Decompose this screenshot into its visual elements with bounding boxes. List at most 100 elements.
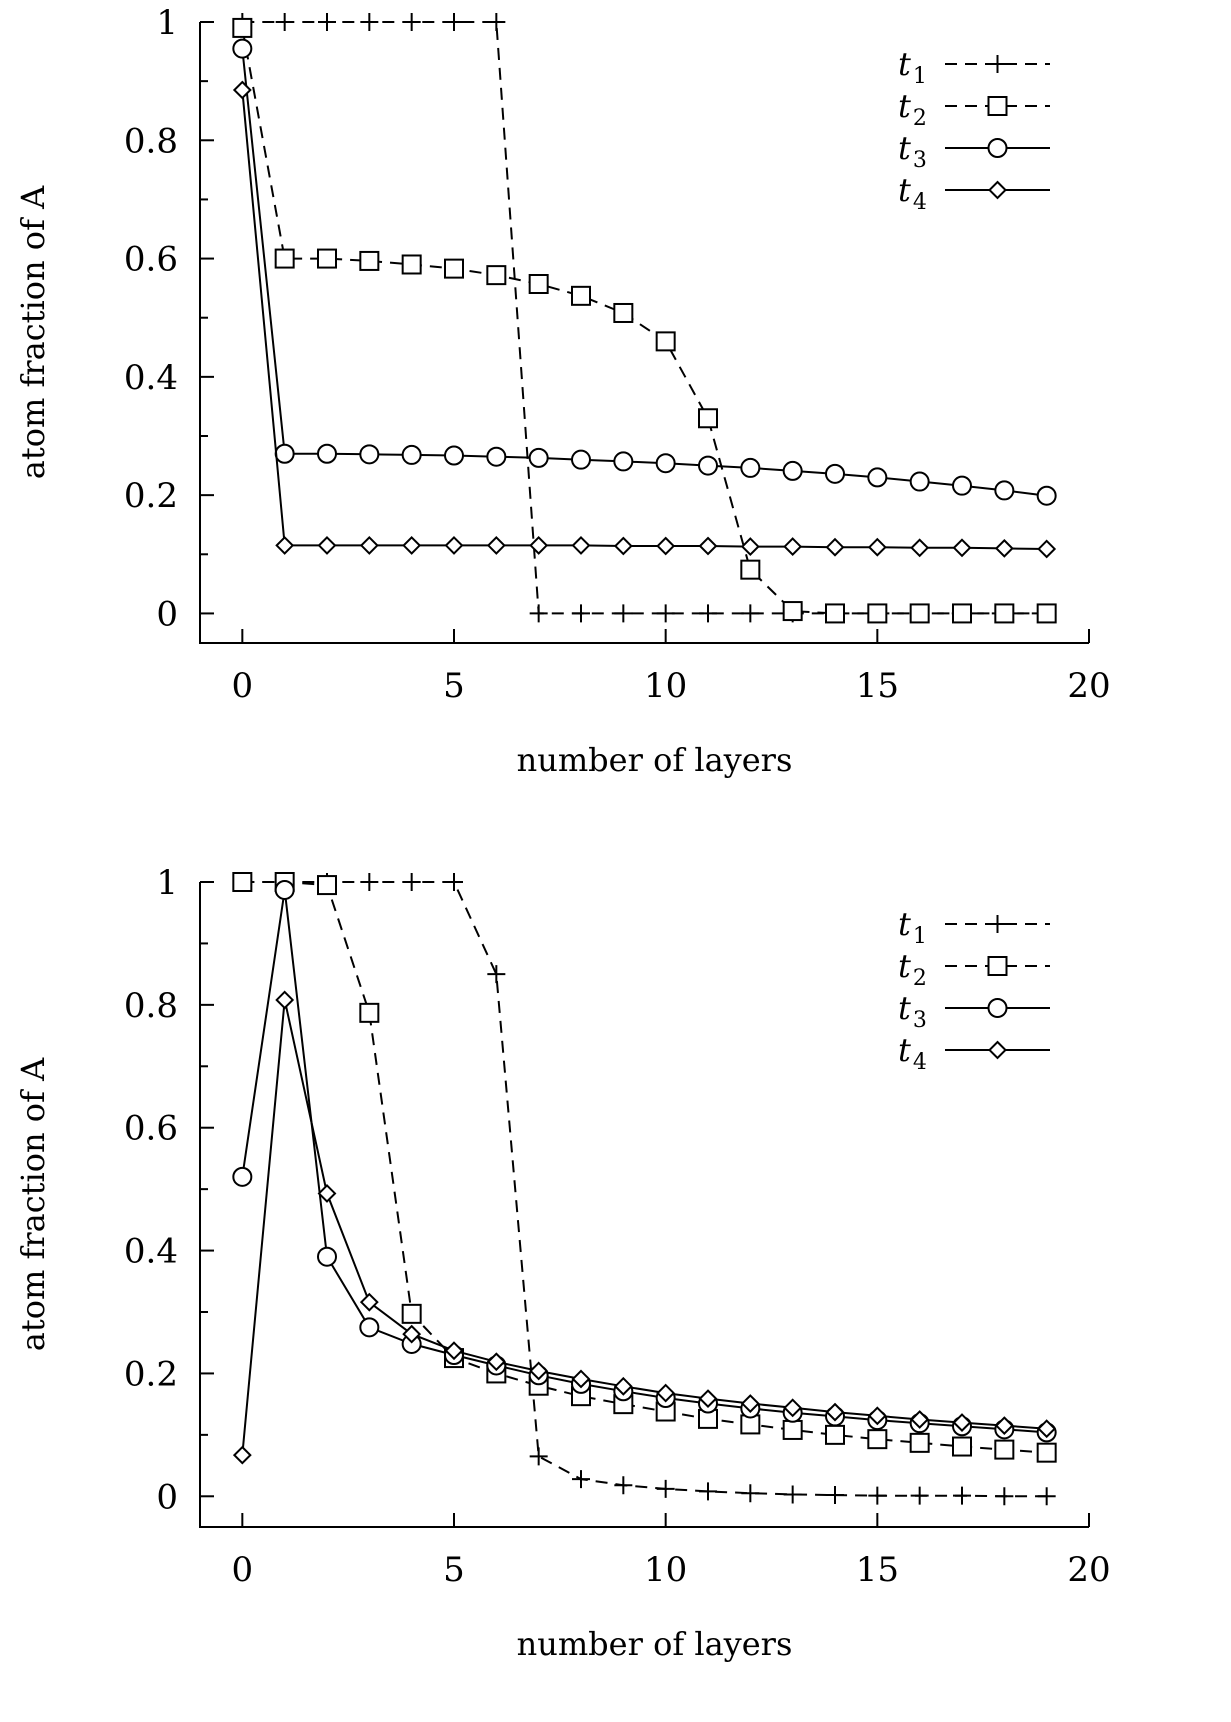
series-t3-point [486, 446, 507, 467]
series-t4-point [317, 1184, 337, 1203]
series-t4-point [359, 1292, 379, 1312]
series-t2-point [1036, 603, 1057, 624]
series-t3-point [698, 455, 718, 476]
x-axis-label: number of layers [517, 1625, 793, 1663]
series-t4-point [402, 535, 422, 555]
series-t3 [232, 879, 1057, 1443]
series-t4-point [571, 535, 591, 555]
series-t4 [232, 80, 1057, 559]
series-t4-point [529, 535, 549, 555]
x-tick-label: 10 [644, 1550, 687, 1590]
series-t2 [232, 872, 1057, 1463]
series-t2-point [613, 302, 634, 323]
series-t1-point [953, 1486, 971, 1505]
series-t4-point [910, 538, 930, 558]
legend-entry-t1: t1 [898, 45, 1050, 89]
y-axis-label: atom fraction of A [14, 1057, 52, 1351]
series-t4-point [275, 535, 295, 555]
series-t1-point [445, 873, 463, 891]
x-tick-label: 10 [644, 666, 687, 706]
series-t2-point [359, 1002, 380, 1023]
series-t1-point [360, 873, 379, 891]
series-t2-point [401, 1303, 422, 1324]
x-tick-label: 0 [232, 1550, 254, 1590]
legend-marker [987, 138, 1008, 158]
series-t1-point [656, 1479, 675, 1498]
series-t4-point [359, 535, 379, 555]
series-t3-point [1036, 485, 1057, 506]
series-t2-point [740, 559, 761, 580]
legend-label: t3 [898, 989, 927, 1033]
series-t2-point [867, 1429, 888, 1450]
series-t3-point [867, 467, 888, 488]
legend-label: t2 [898, 947, 927, 991]
x-tick-label: 0 [232, 666, 254, 706]
legend-entry-t2: t2 [898, 947, 1050, 991]
series-t2-point [698, 408, 718, 429]
series-t3-point [528, 447, 549, 468]
series-t3-point [825, 463, 845, 484]
series-t1-point [783, 1485, 802, 1504]
series-t4-point [910, 1410, 930, 1429]
y-tick-label: 0.2 [124, 1354, 178, 1394]
series-t4-point [1037, 1419, 1057, 1439]
y-tick-label: 1 [156, 863, 178, 903]
y-tick-label: 0 [156, 594, 178, 634]
series-t4-point [867, 537, 887, 557]
series-t2-point [232, 17, 253, 38]
series-t4-point [952, 1413, 972, 1432]
axis-frame [199, 882, 1089, 1528]
series-t1-point [656, 604, 675, 623]
series-t4-point [613, 536, 633, 556]
legend-label: t1 [898, 45, 927, 89]
series-t1-point [487, 965, 506, 984]
x-tick-label: 20 [1067, 666, 1110, 706]
legend-marker [988, 180, 1007, 200]
series-t1-line [242, 881, 1047, 1498]
legend-marker [987, 956, 1008, 976]
series-t4-point [698, 1389, 718, 1409]
series-t1-point [572, 1470, 590, 1489]
series-t2-point [825, 1424, 845, 1445]
series-t1-point [445, 13, 463, 31]
series-t1-point [318, 13, 336, 31]
series-t1-point [1037, 1487, 1056, 1506]
series-t4-point [529, 1361, 549, 1381]
y-tick-label: 0 [156, 1477, 178, 1517]
series-t4-point [740, 1394, 760, 1413]
series-t1-point [360, 13, 379, 31]
x-tick-label: 15 [856, 1550, 899, 1590]
legend-marker [987, 96, 1008, 116]
series-t4-point [783, 537, 803, 557]
series-t4-point [402, 1324, 422, 1344]
series-t2-point [909, 603, 930, 624]
series-t1-point [614, 1476, 633, 1495]
series-t3-point [274, 879, 295, 900]
series-t2-point [782, 1419, 803, 1440]
series-t3-point [613, 451, 634, 472]
series-t1-point [826, 1486, 844, 1505]
x-tick-label: 15 [856, 666, 899, 706]
series-t2-point [571, 285, 591, 306]
series-t4-point [825, 1402, 845, 1422]
series-t1-point [699, 604, 717, 623]
series-t2-point [867, 603, 888, 624]
series-t2-point [1036, 1442, 1057, 1463]
series-t1-point [614, 604, 633, 623]
series-t3 [232, 38, 1057, 506]
y-axis-label: atom fraction of A [14, 185, 52, 479]
series-t4-point [486, 1352, 506, 1372]
legend-label: t4 [898, 1031, 927, 1075]
legend-label: t1 [898, 905, 927, 949]
series-t3-point [444, 445, 464, 466]
legend-entry-t3: t3 [898, 129, 1050, 173]
series-t4-point [994, 1416, 1014, 1436]
series-t3-point [952, 475, 972, 496]
series-t3-point [994, 480, 1015, 501]
series-t2-point [401, 254, 422, 275]
series-t4-point [275, 990, 295, 1010]
series-t3-point [274, 443, 295, 464]
series-t2-point [952, 1436, 972, 1457]
series-t4-point [486, 535, 506, 555]
